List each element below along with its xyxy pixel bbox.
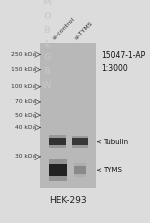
Text: TYMS: TYMS	[98, 167, 122, 173]
Text: 150 kDa: 150 kDa	[11, 67, 36, 72]
Text: 70 kDa: 70 kDa	[15, 99, 36, 104]
Text: Tubulin: Tubulin	[98, 139, 128, 145]
Text: W: W	[42, 81, 52, 90]
Text: HEK-293: HEK-293	[49, 196, 87, 205]
Text: 100 kDa: 100 kDa	[11, 84, 36, 89]
Text: M: M	[43, 0, 52, 7]
Text: 50 kDa: 50 kDa	[15, 113, 36, 118]
Text: B: B	[44, 26, 51, 35]
Text: si-control: si-control	[51, 16, 76, 40]
Bar	[49, 138, 66, 145]
Bar	[72, 136, 88, 148]
Text: 30 kDa: 30 kDa	[15, 154, 36, 159]
Bar	[74, 163, 86, 177]
Text: 1:3000: 1:3000	[101, 64, 128, 73]
Text: si-TYMS: si-TYMS	[74, 20, 94, 40]
Text: B: B	[44, 67, 51, 76]
Bar	[49, 135, 66, 148]
Bar	[72, 138, 88, 145]
Text: 250 kDa: 250 kDa	[11, 52, 36, 57]
Bar	[40, 43, 96, 188]
Text: 40 kDa: 40 kDa	[15, 125, 36, 130]
Text: L: L	[44, 39, 50, 49]
Bar	[49, 164, 67, 176]
Text: G: G	[43, 54, 51, 62]
Bar	[74, 166, 86, 174]
Text: O: O	[43, 12, 51, 21]
Bar	[49, 159, 67, 181]
Text: 15047-1-AP: 15047-1-AP	[101, 51, 146, 60]
